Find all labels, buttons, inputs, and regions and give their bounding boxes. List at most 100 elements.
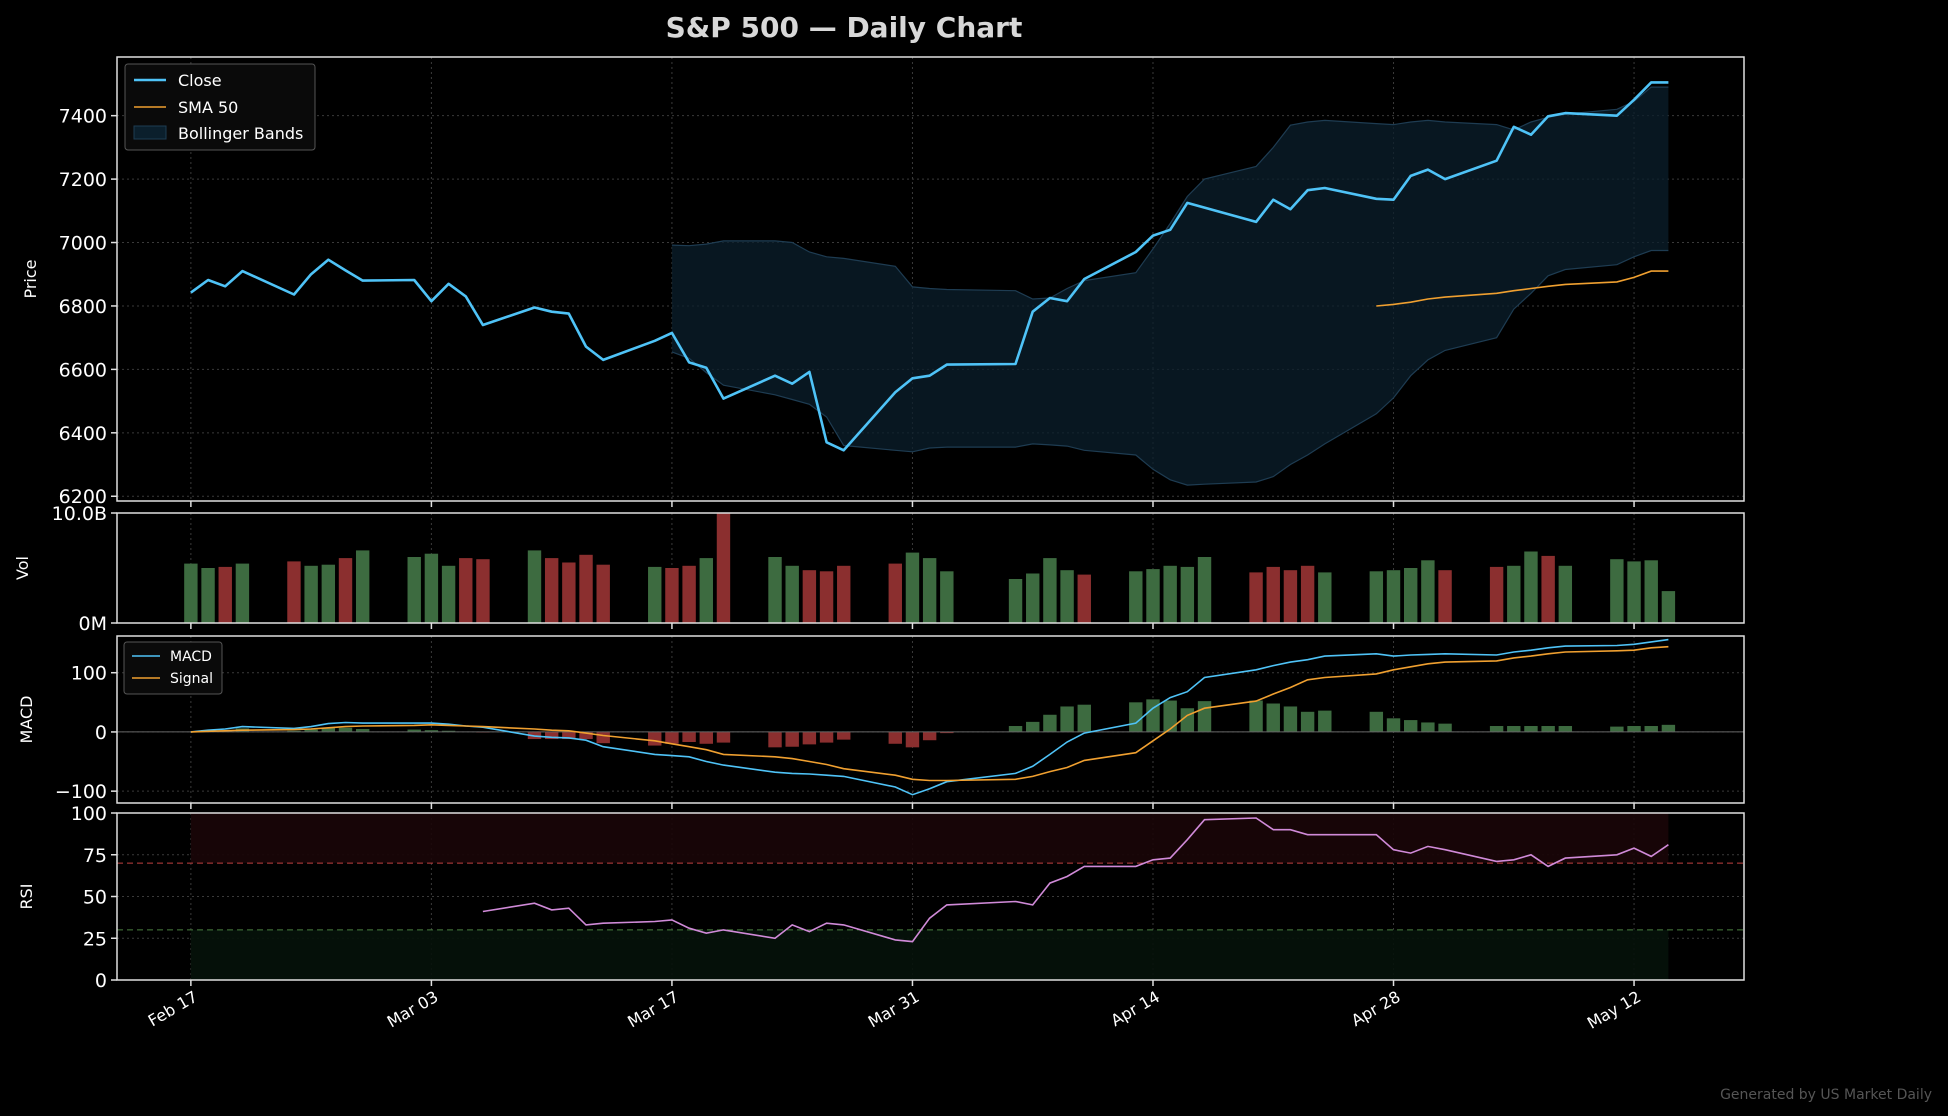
volume-bar bbox=[1644, 560, 1658, 623]
macd-histogram-bar bbox=[940, 731, 954, 734]
macd-histogram-bar bbox=[1197, 701, 1212, 732]
macd-histogram-bar bbox=[338, 727, 353, 732]
macd-histogram-bar bbox=[1060, 706, 1074, 732]
volume-bar bbox=[699, 558, 713, 623]
volume-bar bbox=[1318, 572, 1332, 623]
legend-sma-label: SMA 50 bbox=[178, 98, 238, 117]
volume-ylabel: Vol bbox=[13, 556, 32, 580]
volume-bar bbox=[819, 571, 834, 623]
price-ylabel: Price bbox=[21, 259, 40, 298]
macd-histogram-bar bbox=[648, 731, 662, 746]
macd-histogram-bar bbox=[665, 731, 679, 744]
macd-histogram-bar bbox=[1489, 726, 1504, 732]
macd-histogram-bar bbox=[785, 731, 799, 747]
volume-bar bbox=[837, 565, 851, 623]
price-ytick-label: 7000 bbox=[59, 233, 107, 255]
price-legend: Close SMA 50 Bollinger Bands bbox=[124, 63, 316, 151]
x-tick-label: Apr 28 bbox=[1348, 987, 1404, 1030]
volume-bar bbox=[321, 564, 336, 623]
macd-histogram-bar bbox=[424, 730, 439, 732]
legend-macd-label: MACD bbox=[170, 649, 212, 665]
volume-bar bbox=[1558, 565, 1573, 623]
volume-bar bbox=[802, 570, 817, 623]
macd-legend: MACD Signal bbox=[123, 641, 223, 695]
macd-histogram-bar bbox=[1266, 703, 1280, 732]
macd-ytick-label: 100 bbox=[71, 663, 107, 685]
price-panel: Close SMA 50 Bollinger Bands 6200 6400 6600 68… bbox=[21, 56, 1745, 508]
volume-bar bbox=[201, 568, 215, 623]
macd-histogram-bar bbox=[1507, 726, 1521, 732]
macd-histogram-bar bbox=[768, 731, 782, 748]
volume-bar bbox=[527, 550, 542, 623]
rsi-plot-area bbox=[117, 813, 1744, 980]
macd-histogram-bar bbox=[1026, 721, 1040, 732]
macd-histogram-bar bbox=[1249, 700, 1263, 732]
volume-bar bbox=[476, 559, 490, 623]
rsi-ytick-label: 75 bbox=[83, 845, 107, 867]
macd-histogram-bar bbox=[837, 731, 851, 740]
volume-bar bbox=[1627, 561, 1641, 623]
macd-histogram-bar bbox=[716, 731, 731, 743]
legend-band-swatch bbox=[133, 125, 167, 140]
macd-histogram-bar bbox=[682, 731, 696, 743]
volume-bar bbox=[1008, 579, 1023, 623]
macd-histogram-bar bbox=[802, 731, 817, 745]
volume-bar bbox=[1026, 573, 1040, 623]
rsi-line bbox=[482, 817, 1669, 943]
volume-frame bbox=[116, 512, 1745, 624]
volume-bar bbox=[1146, 569, 1160, 623]
x-axis: Feb 17 Mar 03 Mar 17 Mar 31 Apr 14 Apr 28 May … bbox=[145, 987, 1644, 1033]
macd-histogram-bar bbox=[819, 731, 834, 743]
volume-bar bbox=[304, 565, 318, 623]
macd-histogram-bar bbox=[922, 731, 937, 741]
price-ytick-label: 6800 bbox=[59, 296, 107, 318]
volume-bar bbox=[338, 558, 353, 623]
rsi-ytick-label: 0 bbox=[95, 970, 107, 992]
macd-histogram-bar bbox=[579, 731, 593, 740]
macd-histogram-bar bbox=[1610, 726, 1624, 732]
volume-bar bbox=[785, 565, 799, 623]
macd-histogram-bar bbox=[1644, 726, 1658, 732]
volume-bar bbox=[1403, 568, 1418, 623]
volume-bar bbox=[596, 564, 610, 623]
macd-histogram-bar bbox=[1438, 723, 1452, 732]
volume-bar bbox=[1421, 560, 1435, 623]
volume-bar bbox=[579, 554, 593, 623]
volume-bar bbox=[1043, 558, 1057, 623]
close-line bbox=[190, 81, 1669, 452]
volume-bar bbox=[648, 566, 662, 623]
macd-histogram-bar bbox=[1129, 702, 1143, 732]
macd-histogram-bar bbox=[562, 731, 576, 740]
volume-bar bbox=[1386, 570, 1401, 623]
macd-histogram-bar bbox=[1077, 704, 1091, 732]
volume-bar bbox=[1610, 559, 1624, 623]
volume-bar bbox=[1129, 571, 1143, 623]
rsi-overbought-zone bbox=[190, 813, 1669, 864]
volume-bar bbox=[1180, 566, 1195, 623]
macd-histogram-bar bbox=[1524, 726, 1538, 732]
price-ytick-label: 6200 bbox=[59, 486, 107, 508]
x-tick-label: May 12 bbox=[1584, 987, 1644, 1033]
volume-bar bbox=[407, 557, 421, 623]
volume-bar bbox=[287, 561, 301, 623]
chart-title: S&P 500 — Daily Chart bbox=[666, 11, 1023, 44]
macd-histogram-bar bbox=[1008, 726, 1023, 732]
volume-bar bbox=[1661, 591, 1676, 623]
macd-histogram-bar bbox=[1300, 711, 1315, 732]
volume-bar bbox=[1438, 570, 1452, 623]
macd-ylabel: MACD bbox=[17, 696, 36, 744]
volume-bar bbox=[1541, 555, 1555, 623]
macd-ytick-label: 0 bbox=[95, 722, 107, 744]
volume-bar bbox=[441, 565, 456, 623]
macd-histogram-bar bbox=[1627, 726, 1641, 732]
price-ytick-label: 7200 bbox=[59, 169, 107, 191]
volume-bar bbox=[1524, 551, 1538, 623]
bollinger-lower-line bbox=[671, 249, 1669, 486]
bollinger-band-fill bbox=[671, 87, 1669, 486]
volume-ytick-label: 10.0B bbox=[52, 503, 107, 525]
macd-histogram-bar bbox=[304, 729, 318, 732]
volume-bar bbox=[1266, 566, 1280, 623]
x-tick-label: Mar 31 bbox=[865, 987, 923, 1031]
price-ytick-label: 7400 bbox=[59, 106, 107, 128]
macd-legend-box bbox=[123, 641, 223, 695]
